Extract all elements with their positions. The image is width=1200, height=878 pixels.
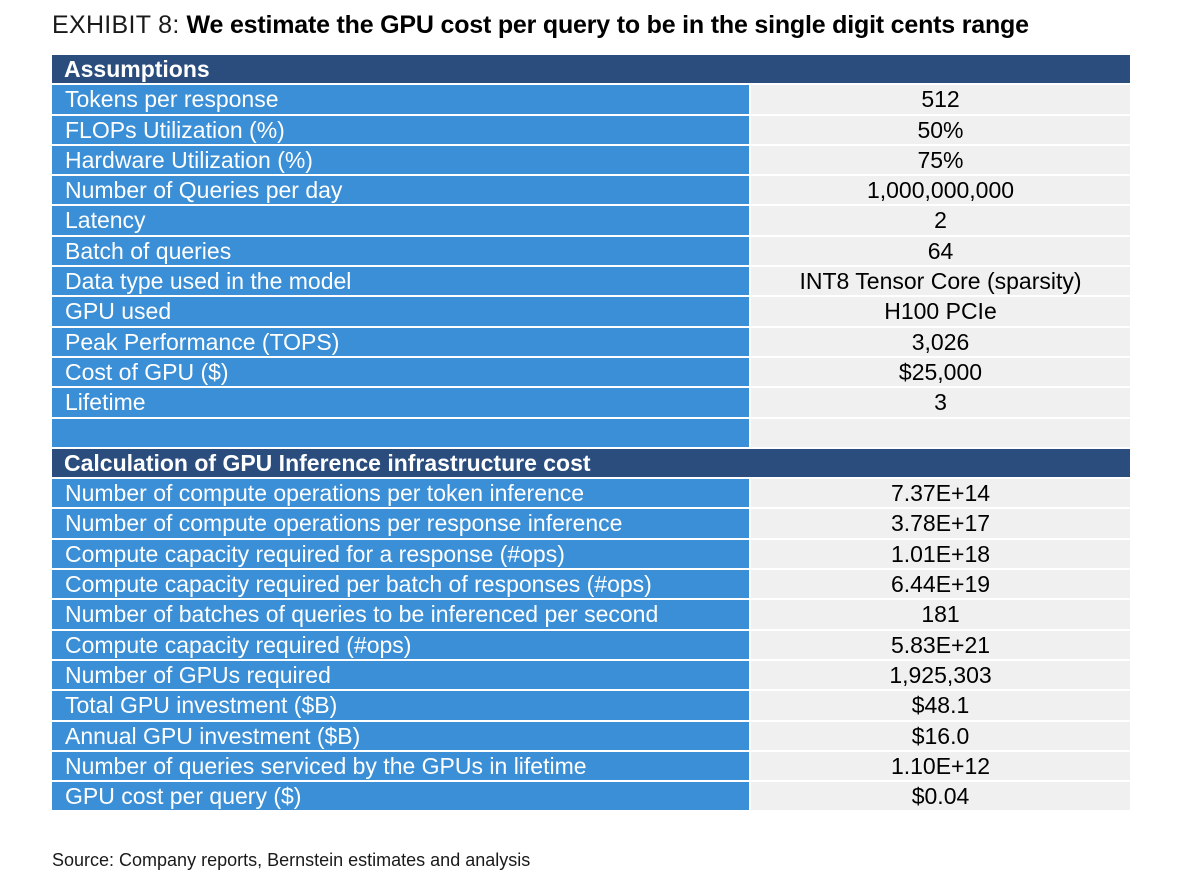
- row-label: Compute capacity required for a response…: [52, 539, 751, 569]
- table-row: GPU cost per query ($) $0.04: [52, 782, 1130, 813]
- row-value: 181: [751, 600, 1130, 629]
- row-label: Total GPU investment ($B): [52, 691, 751, 720]
- row-value: $48.1: [751, 691, 1130, 720]
- exhibit-headline: We estimate the GPU cost per query to be…: [186, 11, 1029, 39]
- row-label: GPU used: [52, 297, 751, 326]
- row-label: Hardware Utilization (%): [52, 145, 751, 175]
- row-label: Lifetime: [52, 388, 751, 417]
- row-label: Batch of queries: [52, 236, 751, 266]
- table-row: [52, 418, 1130, 449]
- table-row: Batch of queries 64: [52, 236, 1130, 268]
- row-value: 64: [751, 236, 1130, 266]
- row-label: Number of queries serviced by the GPUs i…: [52, 751, 751, 781]
- row-value: 1.10E+12: [751, 751, 1130, 781]
- table-row: Total GPU investment ($B) $48.1: [52, 691, 1130, 722]
- table-row: Hardware Utilization (%) 75%: [52, 145, 1130, 177]
- table-row: Data type used in the model INT8 Tensor C…: [52, 267, 1130, 298]
- table-row: Compute capacity required (#ops) 5.83E+21: [52, 630, 1130, 661]
- table-row: Annual GPU investment ($B) $16.0: [52, 721, 1130, 752]
- exhibit-label: EXHIBIT 8:: [52, 11, 180, 39]
- row-label: Latency: [52, 206, 751, 235]
- row-value: INT8 Tensor Core (sparsity): [751, 267, 1130, 296]
- table-row: Number of Queries per day 1,000,000,000: [52, 176, 1130, 207]
- assumptions-rows: Tokens per response 512 FLOPs Utilization …: [52, 85, 1130, 449]
- assumptions-header-row: Assumptions: [52, 55, 1130, 86]
- row-value: [751, 418, 1130, 447]
- row-label: Compute capacity required (#ops): [52, 630, 751, 659]
- row-label: Number of batches of queries to be infer…: [52, 600, 751, 629]
- row-label: Number of compute operations per respons…: [52, 509, 751, 538]
- row-label: GPU cost per query ($): [52, 782, 751, 811]
- calculation-rows: Number of compute operations per token i…: [52, 479, 1130, 813]
- row-label: [52, 418, 751, 447]
- row-value: 3,026: [751, 327, 1130, 356]
- row-label: Annual GPU investment ($B): [52, 721, 751, 750]
- source-note: Source: Company reports, Bernstein estim…: [52, 850, 531, 870]
- row-value: 6.44E+19: [751, 570, 1130, 599]
- row-label: Number of compute operations per token i…: [52, 479, 751, 508]
- table-row: Compute capacity required for a response…: [52, 539, 1130, 571]
- row-value: 3: [751, 388, 1130, 417]
- table-row: Number of GPUs required 1,925,303: [52, 660, 1130, 692]
- row-label: Data type used in the model: [52, 267, 751, 296]
- table-row: Number of compute operations per respons…: [52, 509, 1130, 540]
- row-value: 1,000,000,000: [751, 176, 1130, 205]
- table-row: Latency 2: [52, 206, 1130, 237]
- row-value: 1,925,303: [751, 660, 1130, 690]
- row-label: Cost of GPU ($): [52, 357, 751, 387]
- row-label: FLOPs Utilization (%): [52, 115, 751, 144]
- row-value: 5.83E+21: [751, 630, 1130, 659]
- row-value: 50%: [751, 115, 1130, 144]
- row-value: 7.37E+14: [751, 479, 1130, 508]
- calculation-header: Calculation of GPU Inference infrastruct…: [64, 449, 591, 476]
- row-value: $25,000: [751, 357, 1130, 387]
- row-value: 75%: [751, 145, 1130, 175]
- table-row: Tokens per response 512: [52, 85, 1130, 116]
- row-label: Number of Queries per day: [52, 176, 751, 205]
- table-row: FLOPs Utilization (%) 50%: [52, 115, 1130, 146]
- exhibit-title: EXHIBIT 8: We estimate the GPU cost per …: [52, 10, 1029, 40]
- calculation-header-row: Calculation of GPU Inference infrastruct…: [52, 448, 1130, 480]
- row-label: Number of GPUs required: [52, 660, 751, 690]
- cost-table: Assumptions Tokens per response 512 FLOPs …: [52, 55, 1130, 813]
- table-row: Number of queries serviced by the GPUs i…: [52, 751, 1130, 783]
- table-row: GPU used H100 PCIe: [52, 297, 1130, 328]
- table-row: Number of batches of queries to be infer…: [52, 600, 1130, 631]
- row-value: $0.04: [751, 782, 1130, 811]
- table-row: Lifetime 3: [52, 388, 1130, 419]
- table-row: Peak Performance (TOPS) 3,026: [52, 327, 1130, 358]
- row-value: 2: [751, 206, 1130, 235]
- row-value: $16.0: [751, 721, 1130, 750]
- row-value: 3.78E+17: [751, 509, 1130, 538]
- row-label: Tokens per response: [52, 85, 751, 114]
- row-value: 1.01E+18: [751, 539, 1130, 569]
- row-label: Compute capacity required per batch of r…: [52, 570, 751, 599]
- row-label: Peak Performance (TOPS): [52, 327, 751, 356]
- table-row: Number of compute operations per token i…: [52, 479, 1130, 510]
- table-row: Cost of GPU ($) $25,000: [52, 357, 1130, 389]
- row-value: 512: [751, 85, 1130, 114]
- assumptions-header: Assumptions: [64, 56, 210, 82]
- row-value: H100 PCIe: [751, 297, 1130, 326]
- table-row: Compute capacity required per batch of r…: [52, 570, 1130, 601]
